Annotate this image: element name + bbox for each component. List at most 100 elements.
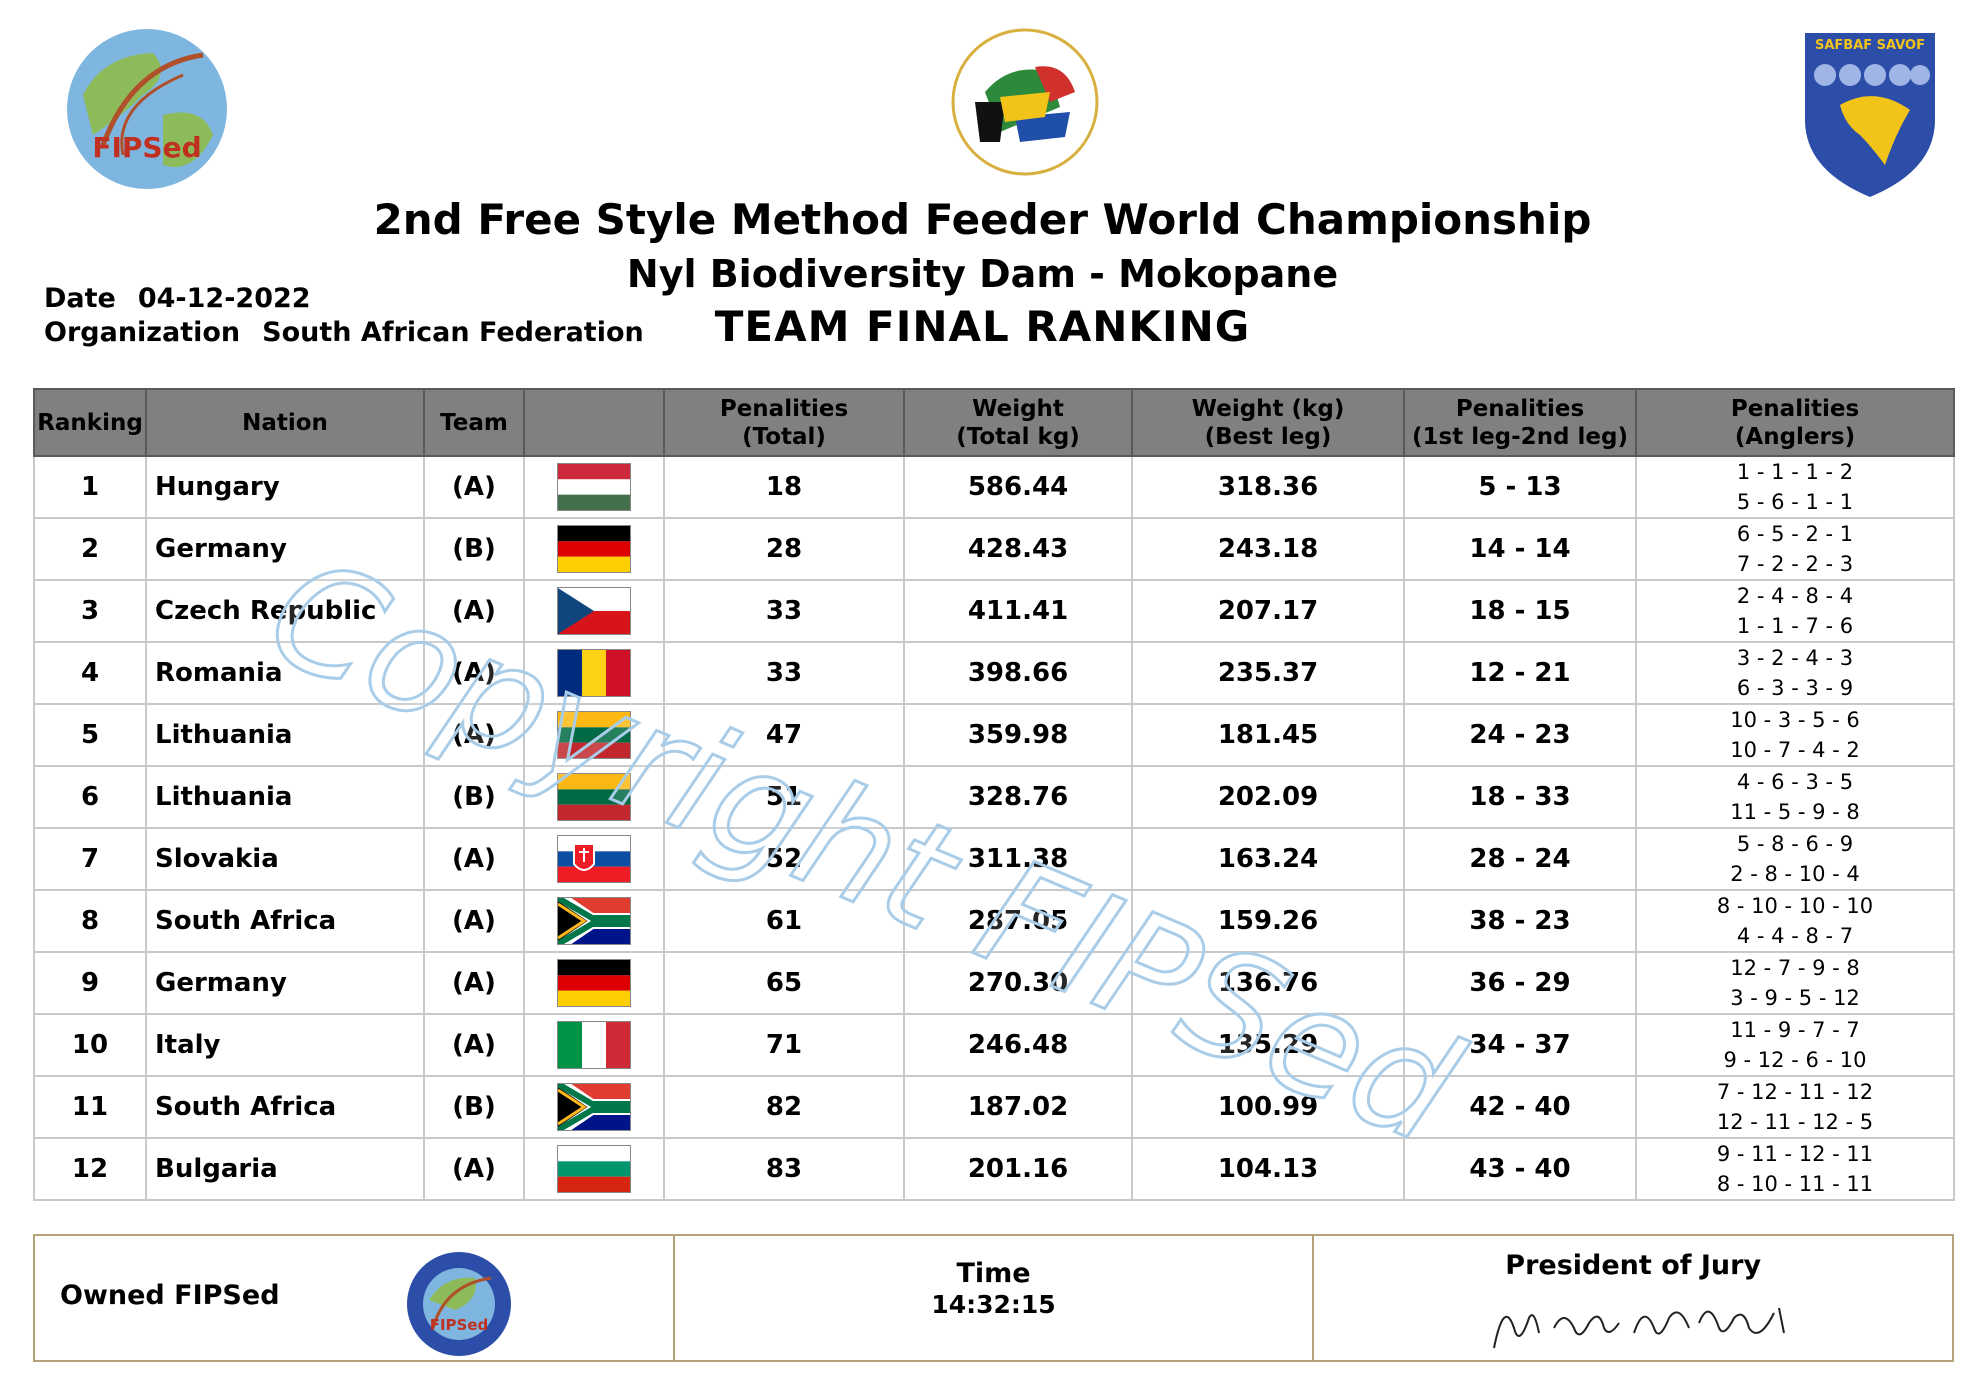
flag-icon bbox=[557, 587, 631, 635]
weight-total-cell: 201.16 bbox=[903, 1137, 1133, 1201]
weight-best-cell: 181.45 bbox=[1131, 703, 1405, 767]
svg-text:FIPSed: FIPSed bbox=[92, 131, 201, 164]
footer-jury-cell: President of Jury bbox=[1314, 1236, 1952, 1360]
flag-cell bbox=[523, 1137, 665, 1201]
table-row: 9 Germany (A) 65 270.30 136.76 36 - 29 12 - 7 -… bbox=[33, 951, 1955, 1015]
weight-best-cell: 100.99 bbox=[1131, 1075, 1405, 1139]
pen-anglers-cell: 10 - 3 - 5 - 6 10 - 7 - 4 - 2 bbox=[1635, 703, 1955, 767]
flag-cell bbox=[523, 517, 665, 581]
rank-cell: 5 bbox=[33, 703, 147, 767]
pen-total-cell: 51 bbox=[663, 765, 905, 829]
table-row: 4 Romania (A) 33 398.66 235.37 12 - 21 3 - 2 - … bbox=[33, 641, 1955, 705]
weight-total-cell: 270.30 bbox=[903, 951, 1133, 1015]
flag-icon bbox=[557, 835, 631, 883]
col-pen-anglers: Penalities (Anglers) bbox=[1635, 388, 1955, 457]
flag-icon bbox=[557, 897, 631, 945]
pen-total-cell: 18 bbox=[663, 455, 905, 519]
weight-total-cell: 246.48 bbox=[903, 1013, 1133, 1077]
nation-cell: Czech Republic bbox=[145, 579, 425, 643]
team-cell: (A) bbox=[423, 1137, 525, 1201]
pen-anglers-cell: 7 - 12 - 11 - 12 12 - 11 - 12 - 5 bbox=[1635, 1075, 1955, 1139]
rank-cell: 9 bbox=[33, 951, 147, 1015]
rank-cell: 1 bbox=[33, 455, 147, 519]
rank-cell: 11 bbox=[33, 1075, 147, 1139]
pen-legs-cell: 38 - 23 bbox=[1403, 889, 1637, 953]
weight-best-cell: 136.76 bbox=[1131, 951, 1405, 1015]
table-row: 3 Czech Republic (A) 33 411.41 207.17 18 - 15 2… bbox=[33, 579, 1955, 643]
flag-icon bbox=[557, 773, 631, 821]
table-row: 11 South Africa (B) 82 187.02 100.99 42 - 40 7 … bbox=[33, 1075, 1955, 1139]
nation-cell: Germany bbox=[145, 517, 425, 581]
team-cell: (B) bbox=[423, 517, 525, 581]
weight-best-cell: 202.09 bbox=[1131, 765, 1405, 829]
flag-icon bbox=[557, 1083, 631, 1131]
date-value: 04-12-2022 bbox=[137, 283, 311, 314]
team-cell: (B) bbox=[423, 1075, 525, 1139]
team-cell: (B) bbox=[423, 765, 525, 829]
date-label: Date bbox=[44, 283, 116, 314]
jury-label: President of Jury bbox=[1505, 1250, 1762, 1281]
table-row: 1 Hungary (A) 18 586.44 318.36 5 - 13 1 - 1 - 1… bbox=[33, 455, 1955, 519]
table-row: 12 Bulgaria (A) 83 201.16 104.13 43 - 40 9 - 11… bbox=[33, 1137, 1955, 1201]
weight-total-cell: 428.43 bbox=[903, 517, 1133, 581]
flag-icon bbox=[557, 959, 631, 1007]
flag-icon bbox=[557, 1021, 631, 1069]
pen-total-cell: 65 bbox=[663, 951, 905, 1015]
team-cell: (A) bbox=[423, 641, 525, 705]
weight-total-cell: 328.76 bbox=[903, 765, 1133, 829]
rank-cell: 7 bbox=[33, 827, 147, 891]
org-value: South African Federation bbox=[262, 317, 644, 348]
svg-text:FIPSed: FIPSed bbox=[430, 1316, 489, 1334]
team-cell: (A) bbox=[423, 455, 525, 519]
ranking-title: TEAM FINAL RANKING bbox=[714, 302, 1251, 351]
nation-cell: South Africa bbox=[145, 1075, 425, 1139]
rank-cell: 2 bbox=[33, 517, 147, 581]
pen-total-cell: 82 bbox=[663, 1075, 905, 1139]
col-nation: Nation bbox=[145, 388, 425, 457]
pen-total-cell: 52 bbox=[663, 827, 905, 891]
weight-total-cell: 398.66 bbox=[903, 641, 1133, 705]
weight-best-cell: 243.18 bbox=[1131, 517, 1405, 581]
fipsed-globe-logo: FIPSed bbox=[67, 29, 227, 189]
pen-legs-cell: 5 - 13 bbox=[1403, 455, 1637, 519]
nation-cell: Slovakia bbox=[145, 827, 425, 891]
table-row: 8 South Africa (A) 61 287.05 159.26 38 - 23 8 -… bbox=[33, 889, 1955, 953]
pen-anglers-cell: 8 - 10 - 10 - 10 4 - 4 - 8 - 7 bbox=[1635, 889, 1955, 953]
footer-time-cell: Time 14:32:15 bbox=[675, 1236, 1315, 1360]
rank-cell: 12 bbox=[33, 1137, 147, 1201]
rank-cell: 3 bbox=[33, 579, 147, 643]
flag-cell bbox=[523, 765, 665, 829]
flag-cell bbox=[523, 579, 665, 643]
time-value: 14:32:15 bbox=[931, 1290, 1056, 1319]
footer-box: Owned FIPSed FIPSed Time 14:32:15 Presid… bbox=[33, 1234, 1954, 1362]
team-cell: (A) bbox=[423, 951, 525, 1015]
table-row: 6 Lithuania (B) 51 328.76 202.09 18 - 33 4 - 6 … bbox=[33, 765, 1955, 829]
org-label: Organization bbox=[44, 317, 241, 348]
weight-total-cell: 586.44 bbox=[903, 455, 1133, 519]
pen-total-cell: 28 bbox=[663, 517, 905, 581]
flag-cell bbox=[523, 1075, 665, 1139]
pen-anglers-cell: 4 - 6 - 3 - 5 11 - 5 - 9 - 8 bbox=[1635, 765, 1955, 829]
rank-cell: 6 bbox=[33, 765, 147, 829]
pen-total-cell: 33 bbox=[663, 641, 905, 705]
team-cell: (A) bbox=[423, 1013, 525, 1077]
flag-icon bbox=[557, 649, 631, 697]
owned-label: Owned FIPSed bbox=[60, 1280, 280, 1311]
pen-total-cell: 61 bbox=[663, 889, 905, 953]
team-cell: (A) bbox=[423, 827, 525, 891]
nation-cell: Bulgaria bbox=[145, 1137, 425, 1201]
event-meta: Date 04-12-2022 Organization South African… bbox=[44, 282, 644, 350]
weight-total-cell: 359.98 bbox=[903, 703, 1133, 767]
team-cell: (A) bbox=[423, 703, 525, 767]
weight-best-cell: 104.13 bbox=[1131, 1137, 1405, 1201]
nation-cell: Hungary bbox=[145, 455, 425, 519]
pen-total-cell: 83 bbox=[663, 1137, 905, 1201]
team-cell: (A) bbox=[423, 579, 525, 643]
jury-signature bbox=[1493, 1307, 1786, 1349]
time-label: Time bbox=[956, 1258, 1031, 1289]
pen-legs-cell: 34 - 37 bbox=[1403, 1013, 1637, 1077]
